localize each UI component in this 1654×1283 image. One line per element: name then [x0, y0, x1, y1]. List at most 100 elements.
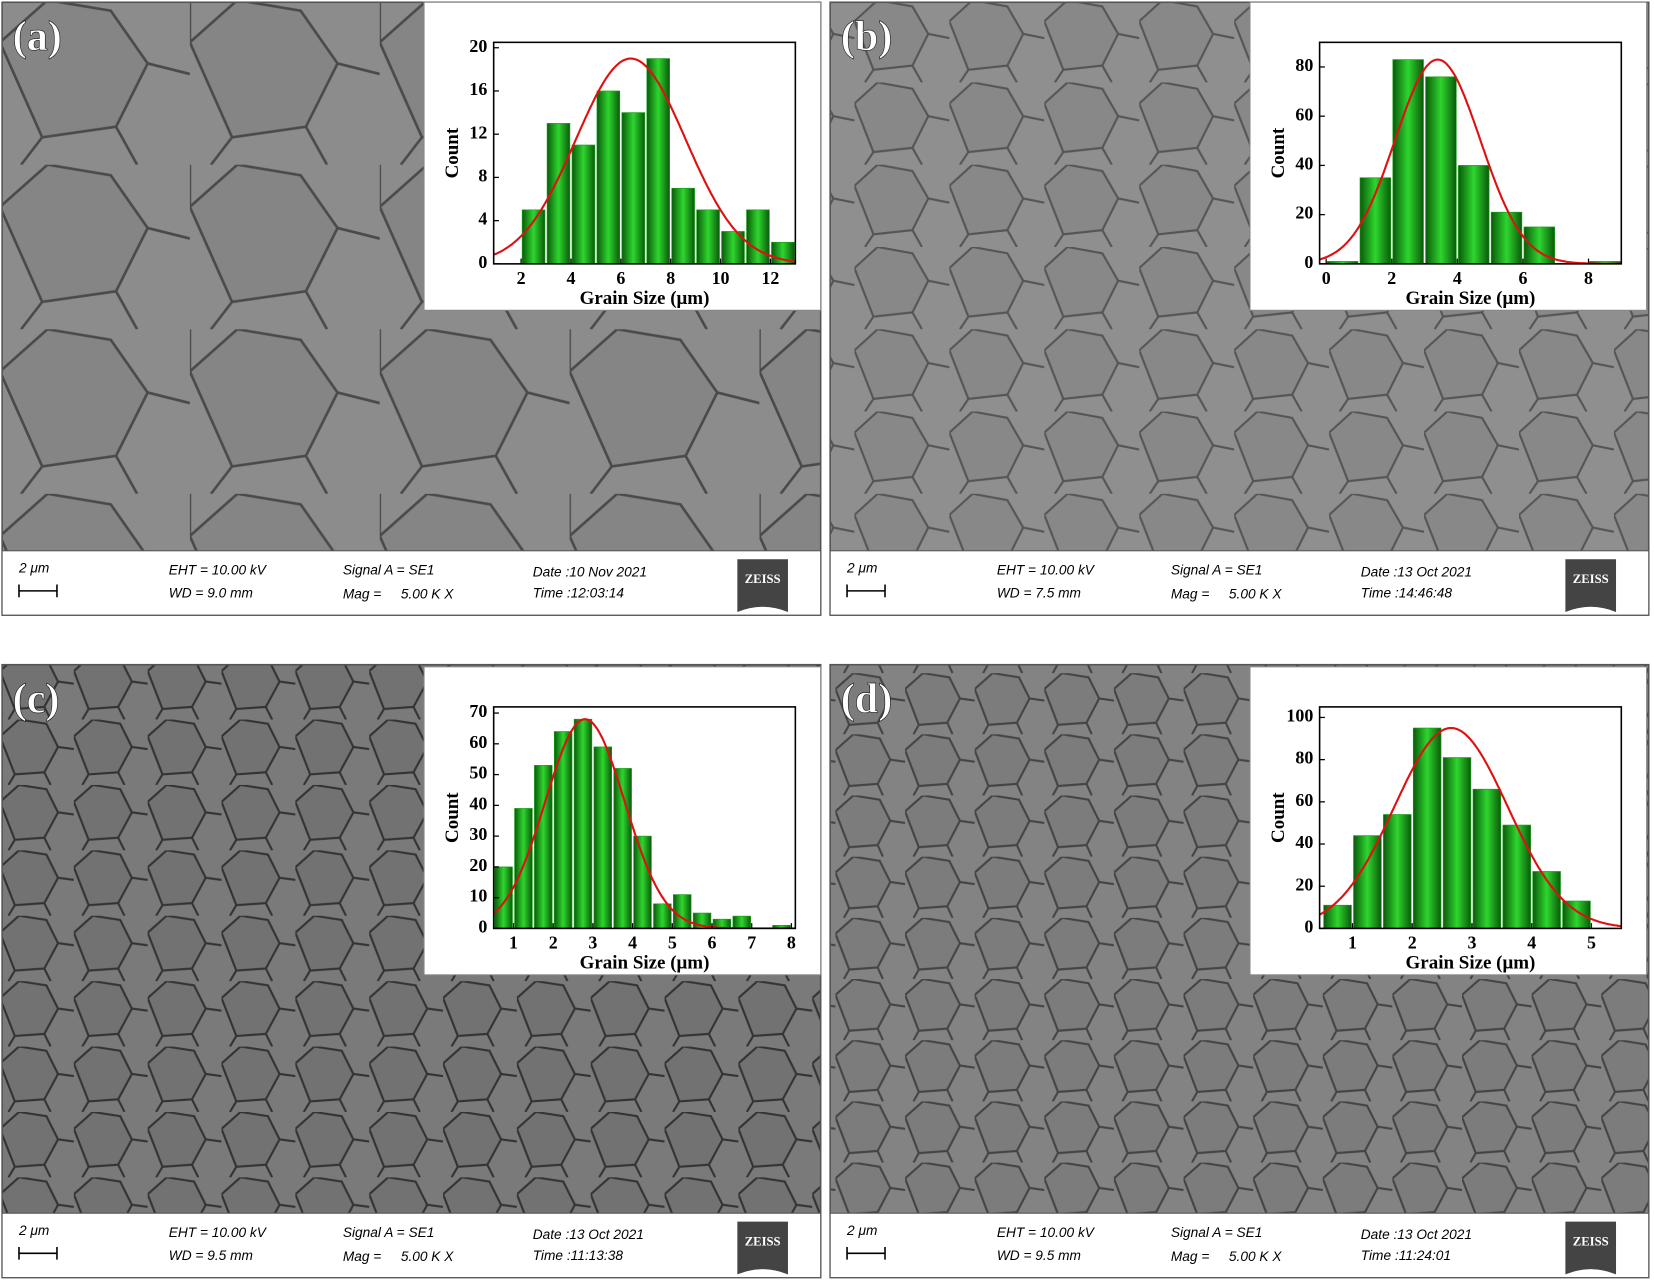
bar [596, 90, 621, 264]
scale-bar [18, 1246, 58, 1260]
plot-frame [492, 706, 797, 930]
x-tick-label: 2 [1387, 268, 1396, 288]
fit-curve [1319, 726, 1622, 928]
bar [1490, 211, 1523, 264]
x-tick-label: 10 [712, 268, 730, 288]
x-axis-label: Grain Size (μm) [1406, 288, 1536, 309]
y-tick-label: 20 [1295, 874, 1313, 894]
date: Date :10 Nov 2021 [533, 565, 647, 580]
logo: ZEISS [745, 572, 781, 586]
scale-bar-label: 2 μm [18, 560, 49, 575]
x-tick-label: 6 [708, 932, 717, 952]
x-tick-label: 1 [509, 932, 518, 952]
logo-shape [737, 1221, 788, 1275]
wd: WD = 9.0 mm [169, 586, 253, 601]
x-tick-label: 6 [1518, 268, 1527, 288]
bar [673, 894, 692, 929]
panel-label: (c) [13, 675, 60, 722]
histogram: 0 20 40 60 80 100 1 2 3 4 5 Grain Size (μm) Count [1268, 706, 1623, 974]
info-bar [829, 550, 1650, 616]
mag: 5.00 K X [1229, 1249, 1282, 1264]
bar [1412, 727, 1442, 929]
y-tick-label: 8 [478, 166, 487, 186]
x-tick-label: 8 [1584, 268, 1593, 288]
eht: EHT = 10.00 kV [169, 1225, 268, 1240]
bar [1359, 177, 1392, 264]
bar [1323, 904, 1352, 929]
date: Date :13 Oct 2021 [533, 1227, 644, 1242]
bar [546, 123, 571, 264]
x-axis-label: Grain Size (μm) [580, 288, 710, 309]
y-tick-label: 80 [1295, 748, 1313, 768]
y-tick-label: 20 [469, 855, 487, 875]
time: Time :11:24:01 [1361, 1248, 1451, 1263]
bar [1383, 814, 1412, 929]
y-tick-label: 0 [478, 917, 487, 937]
scale-bar-label: 2 μm [846, 1223, 877, 1238]
info-bar [1, 550, 822, 616]
signal: Signal A = SE1 [1171, 1225, 1263, 1240]
scale-bar [846, 1246, 886, 1260]
y-tick-label: 0 [478, 252, 487, 272]
panel-label: (a) [13, 13, 62, 60]
y-tick-label: 20 [1295, 203, 1313, 223]
mag-label: Mag = [343, 587, 381, 602]
y-tick-label: 80 [1295, 55, 1313, 75]
bar [712, 918, 732, 929]
y-tick-label: 40 [1295, 154, 1313, 174]
bar [573, 718, 593, 929]
logo: ZEISS [745, 1235, 781, 1249]
x-axis-label: Grain Size (μm) [1406, 953, 1536, 974]
x-tick-label: 2 [549, 932, 558, 952]
x-tick-label: 8 [666, 268, 675, 288]
plot-frame [1318, 41, 1623, 265]
wd: WD = 9.5 mm [169, 1248, 253, 1263]
y-tick-label: 20 [469, 36, 487, 56]
bar [593, 746, 613, 929]
fit-curve [493, 57, 796, 263]
x-tick-label: 4 [1527, 932, 1536, 952]
y-tick-label: 40 [469, 793, 487, 813]
scale-bar [846, 584, 886, 598]
bar [1425, 76, 1457, 264]
x-tick-label: 4 [566, 268, 575, 288]
x-tick-label: 6 [616, 268, 625, 288]
logo-shape [1565, 559, 1617, 612]
y-tick-label: 16 [469, 79, 487, 99]
bar [571, 144, 596, 264]
info-bar [1, 1212, 822, 1279]
mag: 5.00 K X [1229, 587, 1282, 602]
scale-bar-label: 2 μm [18, 1223, 49, 1238]
y-tick-label: 100 [1286, 706, 1313, 726]
bar [621, 112, 646, 264]
mag: 5.00 K X [401, 587, 454, 602]
bar [1326, 261, 1359, 264]
bar [1502, 824, 1531, 929]
y-tick-label: 4 [478, 209, 487, 229]
bar [1392, 59, 1424, 264]
y-tick-label: 50 [469, 763, 487, 783]
bar [521, 209, 546, 264]
bar [514, 808, 533, 929]
mag: 5.00 K X [401, 1249, 454, 1264]
time: Time :14:46:48 [1361, 586, 1453, 601]
histogram: 0 10 20 30 40 50 60 70 1 2 3 4 5 6 7 8 Grain Size (μm) Co… [442, 701, 797, 974]
scale-bar [18, 584, 58, 598]
plot-frame [492, 41, 797, 265]
y-tick-label: 30 [469, 824, 487, 844]
eht: EHT = 10.00 kV [169, 562, 268, 577]
panel-label: (b) [841, 13, 893, 60]
x-tick-label: 4 [628, 932, 637, 952]
y-tick-label: 60 [1295, 790, 1313, 810]
x-tick-label: 2 [517, 268, 526, 288]
fit-curve [1319, 58, 1622, 264]
x-tick-label: 12 [761, 268, 779, 288]
x-tick-label: 0 [1322, 268, 1331, 288]
wd: WD = 9.5 mm [997, 1248, 1081, 1263]
y-tick-label: 40 [1295, 832, 1313, 852]
eht: EHT = 10.00 kV [997, 1225, 1096, 1240]
bar [1562, 900, 1591, 929]
y-axis-label: Count [442, 792, 463, 843]
